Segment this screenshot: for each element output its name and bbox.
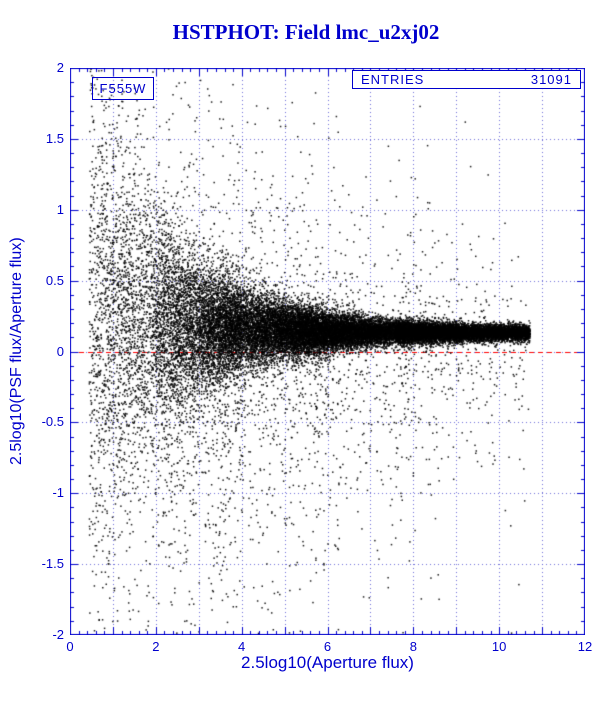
x-tick-label: 6 [323, 639, 332, 654]
plot-area [70, 68, 585, 635]
scatter-plot-canvas [70, 68, 585, 635]
filter-label: F555W [99, 81, 147, 96]
x-tick-label: 8 [409, 639, 417, 654]
y-tick-label: 0 [56, 343, 64, 359]
x-tick-label: 2 [152, 639, 160, 654]
x-tick-label: 10 [491, 639, 507, 654]
x-tick-label: 12 [577, 639, 593, 654]
y-tick-label: 0.5 [45, 272, 64, 288]
plot-title: HSTPHOT: Field lmc_u2xj02 [172, 20, 440, 44]
y-tick-label: -1.5 [41, 556, 64, 572]
entries-label: ENTRIES [361, 72, 425, 87]
y-tick-label: 1.5 [45, 130, 64, 146]
y-tick-label: -2 [52, 627, 64, 642]
y-tick-label: 1 [56, 201, 64, 217]
y-tick-label: 2 [56, 60, 64, 75]
y-tick-label: -1 [52, 485, 64, 501]
entries-value: 31091 [530, 72, 572, 87]
entries-stat-box: ENTRIES 31091 [352, 70, 581, 89]
x-axis-title: 2.5log10(Aperture flux) [241, 653, 414, 672]
y-tick-label: -0.5 [41, 414, 64, 430]
x-tick-label: 4 [238, 639, 246, 654]
filter-label-box: F555W [92, 77, 154, 100]
x-tick-label: 0 [66, 639, 74, 654]
